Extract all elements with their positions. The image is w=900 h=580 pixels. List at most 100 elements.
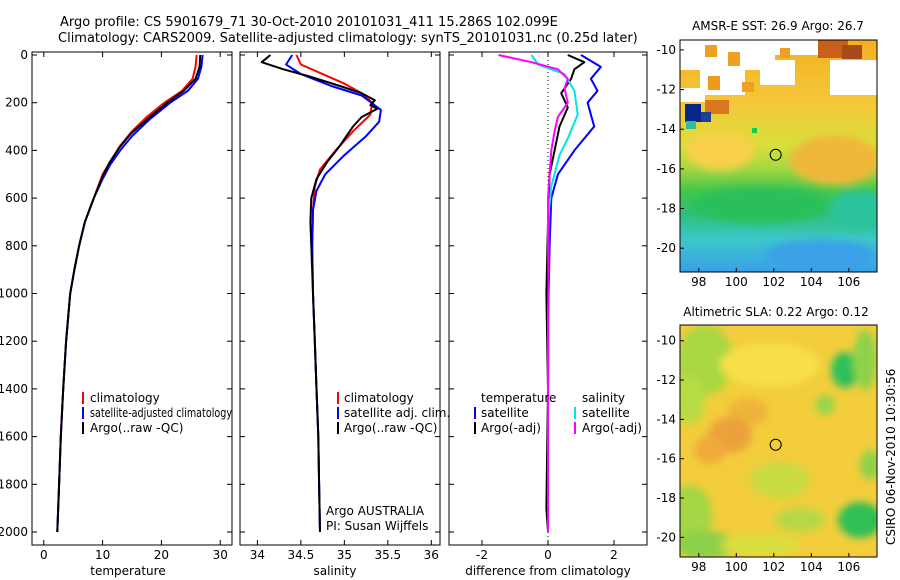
x-tick-label: 35.5 [374,548,401,562]
legend-label: satellite-adjusted climatology [90,406,232,420]
legend-title-temperature: temperature [481,391,556,405]
salinity-panel: 34 34.5 35 35.5 36 salinity climatology sate… [239,51,450,578]
x-tick-label: 30 [213,548,228,562]
x-tick-label: 102 [762,560,785,574]
y-tick-label: -18 [656,491,676,505]
legend-label: Argo(-adj) [582,421,642,435]
y-tick-label: -10 [656,334,676,348]
y-tick-label: 1400 [0,382,28,396]
y-tick-label: 800 [5,239,28,253]
legend-label: climatology [344,391,414,405]
y-tick-label: 200 [5,96,28,110]
argo-position-marker [769,438,782,451]
legend-swatch-climatology [337,392,339,404]
x-tick-label: 106 [837,560,860,574]
legend-label: satellite [481,406,529,420]
y-tick-label: 1800 [0,477,28,491]
temperature-panel: 0 10 20 30 0 200 400 600 800 1000 1200 1400 1600 1800… [0,48,233,578]
x-tick-label: 98 [691,275,706,289]
salinity-xlabel: salinity [313,564,356,578]
x-tick-label: 35 [337,548,352,562]
y-tick-label: -12 [656,373,676,387]
x-tick-label: 34.5 [288,548,315,562]
x-tick-label: 98 [691,560,706,574]
x-tick-label: -2 [476,548,488,562]
y-tick-label: -20 [656,530,676,544]
y-tick-label: -16 [656,452,676,466]
legend-swatch-argo [337,422,339,434]
series-line-salinity-satellite [530,54,579,532]
legend-swatch-climatology [82,392,84,404]
legend-swatch-argo [82,422,84,434]
x-tick-label: 20 [154,548,169,562]
side-timestamp: CSIRO 06-Nov-2010 10:30:56 [884,369,898,545]
difference-legend: temperature satellite Argo(-adj) salinit… [474,391,642,435]
legend-label: Argo(-adj) [481,421,541,435]
y-tick-label: 1600 [0,430,28,444]
temperature-xlabel: temperature [90,564,165,578]
x-tick-label: 106 [837,275,860,289]
sla-map-frame [679,324,878,558]
x-tick-label: 34 [250,548,265,562]
sla-map-title: Altimetric SLA: 0.22 Argo: 0.12 [683,305,868,319]
legend-label: satellite adj. clim. [344,406,450,420]
temperature-legend: climatology satellite-adjusted climatolo… [82,391,232,435]
y-tick-label: -14 [656,412,676,426]
legend-label: climatology [90,391,160,405]
y-tick-label: -20 [656,241,676,255]
legend-swatch [474,407,476,419]
header-line-1: Argo profile: CS 5901679_71 30-Oct-2010 … [60,15,558,30]
salinity-legend: climatology satellite adj. clim. Argo(..… [337,391,450,435]
sla-map: Altimetric SLA: 0.22 Argo: 0.12 [656,305,878,574]
x-tick-label: 10 [95,548,110,562]
sst-map: AMSR-E SST: 26.9 Argo: 26.7 [656,19,878,289]
x-tick-label: 2 [610,548,618,562]
temperature-frame [31,51,233,546]
legend-swatch [574,422,576,434]
legend-swatch-satellite [337,407,339,419]
series-line-argo-raw-qc- [56,54,202,533]
x-tick-label: 100 [725,275,748,289]
x-tick-label: 36 [424,548,439,562]
legend-label: Argo(..raw -QC) [90,421,183,435]
series-line-temperature-argo-adj- [545,54,586,533]
difference-panel: -2 0 2 difference from climatology tempera… [448,51,648,578]
difference-xlabel: difference from climatology [465,564,631,578]
x-tick-label: 102 [762,275,785,289]
legend-label: satellite [582,406,630,420]
y-tick-label: -12 [656,83,676,97]
y-tick-label: 1000 [0,287,28,301]
sst-map-frame [679,39,878,273]
legend-swatch [474,422,476,434]
y-tick-label: -18 [656,202,676,216]
series-line-satellite-adj-clim- [285,54,382,533]
header-line-2: Climatology: CARS2009. Satellite-adjuste… [58,31,638,46]
argo-position-marker [769,148,782,161]
series-line-salinity-argo-adj- [498,54,569,532]
sst-heatmap [680,40,877,272]
series-line-satellite-adjusted-climatology [56,54,204,533]
annotation-institution: Argo AUSTRALIA [326,504,425,518]
y-tick-label: 1200 [0,334,28,348]
series-line-climatology [56,54,198,533]
y-tick-label: 600 [5,191,28,205]
legend-label: Argo(..raw -QC) [344,421,437,435]
salinity-frame [239,51,441,546]
y-tick-label: -14 [656,122,676,136]
y-tick-label: -10 [656,43,676,57]
x-tick-label: 100 [725,560,748,574]
y-tick-label: 0 [20,48,28,62]
series-line-climatology [295,54,374,533]
sla-heatmap [680,325,877,557]
legend-swatch [574,407,576,419]
x-tick-label: 0 [544,548,552,562]
x-tick-label: 0 [40,548,48,562]
x-tick-label: 104 [800,560,823,574]
annotation-pi: PI: Susan Wijffels [326,519,428,533]
y-tick-label: 2000 [0,525,28,539]
series-line-argo-raw-qc- [260,54,379,533]
y-tick-label: -16 [656,162,676,176]
sst-map-title: AMSR-E SST: 26.9 Argo: 26.7 [692,19,864,33]
legend-swatch-satellite [82,407,84,419]
